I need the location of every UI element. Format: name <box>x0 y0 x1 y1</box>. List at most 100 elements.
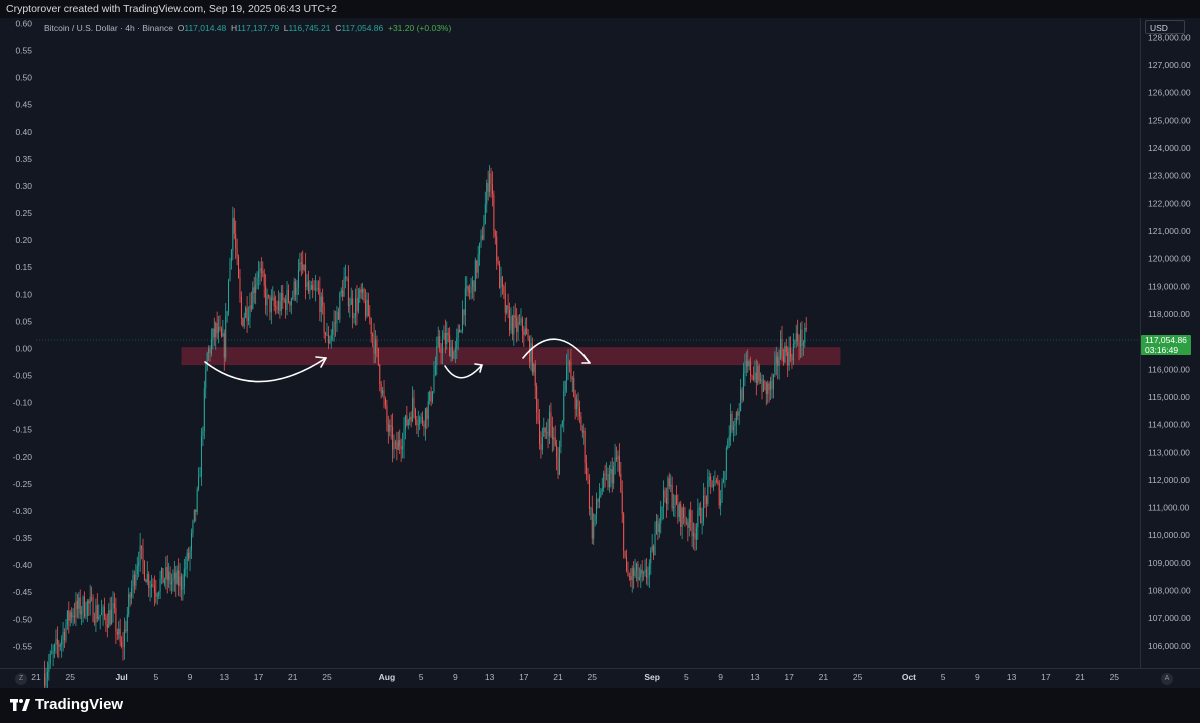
candle-body <box>423 423 425 428</box>
candle-body <box>153 586 155 593</box>
left-scale-tick-label: 0.45 <box>15 100 32 110</box>
candle-body <box>520 318 522 323</box>
candle-body <box>541 436 543 450</box>
candle-body <box>103 607 105 617</box>
candle-body <box>295 281 297 295</box>
candle-body <box>196 488 198 512</box>
candle-body <box>394 442 396 444</box>
candle-body <box>312 285 314 290</box>
candle-body <box>420 416 422 418</box>
candle-body <box>703 495 705 522</box>
candle-body <box>79 597 81 615</box>
last-price-value: 117,054.86 <box>1145 335 1187 345</box>
candle-body <box>533 363 535 373</box>
candle-body <box>476 260 478 273</box>
candle-body <box>643 572 645 574</box>
tradingview-logo[interactable]: TradingView <box>10 696 123 713</box>
candle-body <box>220 328 222 337</box>
tradingview-logo-icon <box>10 698 30 711</box>
candle-body <box>252 287 254 310</box>
time-tick-label: 25 <box>588 672 598 682</box>
candle-body <box>539 420 541 444</box>
candle-body <box>678 503 680 518</box>
candle-body <box>93 621 95 623</box>
candle-body <box>239 277 241 297</box>
candle-body <box>255 285 257 294</box>
time-tick-label: 21 <box>1075 672 1085 682</box>
candle-body <box>586 462 588 475</box>
candle-body <box>701 521 703 523</box>
footer-bar: TradingView <box>0 688 1200 723</box>
currency-button[interactable]: USD <box>1145 20 1185 34</box>
candle-body <box>618 455 620 474</box>
candle-body <box>307 281 309 292</box>
candle-body <box>434 365 436 375</box>
candle-body <box>136 565 138 574</box>
candle-body <box>102 607 104 613</box>
time-tick-label: 13 <box>485 672 495 682</box>
left-scale-tick-label: -0.05 <box>13 371 33 381</box>
candle-body <box>755 372 757 383</box>
candle-body <box>151 584 153 587</box>
candle-body <box>325 332 327 336</box>
candle-body <box>771 380 773 389</box>
candle-body <box>433 374 435 392</box>
time-tick-label: Jul <box>115 672 127 682</box>
candle-body <box>76 600 78 609</box>
candle-body <box>432 391 434 402</box>
close-key: C <box>335 23 342 33</box>
candle-body <box>606 474 608 476</box>
candle-body <box>213 328 215 338</box>
candle-body <box>490 173 492 185</box>
price-tick-label: 125,000.00 <box>1148 115 1191 125</box>
low-key: L <box>283 23 289 33</box>
candle-body <box>322 296 324 306</box>
candle-body <box>393 442 395 450</box>
candle-body <box>443 332 445 340</box>
candle-body <box>611 469 613 484</box>
candle-body <box>246 307 248 321</box>
candle-body <box>248 317 250 321</box>
candle-body <box>660 506 662 524</box>
chart-area[interactable]: 128,000.00 127,000.00 126,000.00 125,000.00… <box>0 18 1200 688</box>
candle-body <box>788 347 790 366</box>
zoom-reset-button[interactable]: Z <box>15 673 27 685</box>
candle-body <box>805 327 807 330</box>
candle-body <box>787 352 789 366</box>
candle-body <box>245 307 247 318</box>
candle-body <box>524 328 526 335</box>
left-scale-tick-label: -0.45 <box>13 587 33 597</box>
candle-body <box>287 289 289 302</box>
candle-body <box>148 574 150 588</box>
candle-body <box>500 276 502 289</box>
candle-body <box>54 644 56 651</box>
time-tick-label: Sep <box>644 672 660 682</box>
candle-body <box>728 435 730 441</box>
candle-body <box>466 286 468 289</box>
candle-body <box>675 495 677 505</box>
candle-body <box>106 624 108 628</box>
candle-body <box>687 522 689 528</box>
auto-scale-button[interactable]: A <box>1161 673 1173 685</box>
candle-body <box>280 292 282 312</box>
candle-body <box>260 268 262 271</box>
candle-body <box>757 365 759 383</box>
candle-body <box>129 594 131 598</box>
candle-body <box>118 628 120 635</box>
candle-body <box>340 290 342 294</box>
candle-body <box>651 546 653 551</box>
price-tick-label: 126,000.00 <box>1148 88 1191 98</box>
candle-body <box>222 333 224 337</box>
candle-body <box>165 567 167 579</box>
candle-body <box>149 586 151 588</box>
candle-body <box>180 576 182 590</box>
candle-body <box>473 280 475 292</box>
candle-body <box>747 360 749 367</box>
candle-body <box>179 576 181 587</box>
candle-body <box>614 457 616 467</box>
left-scale-tick-label: 0.40 <box>15 127 32 137</box>
price-chart[interactable]: 128,000.00 127,000.00 126,000.00 125,000.00… <box>0 18 1200 688</box>
change-value: +31.20 (+0.03%) <box>387 23 452 33</box>
candle-body <box>108 610 110 628</box>
candle-body <box>591 508 593 539</box>
